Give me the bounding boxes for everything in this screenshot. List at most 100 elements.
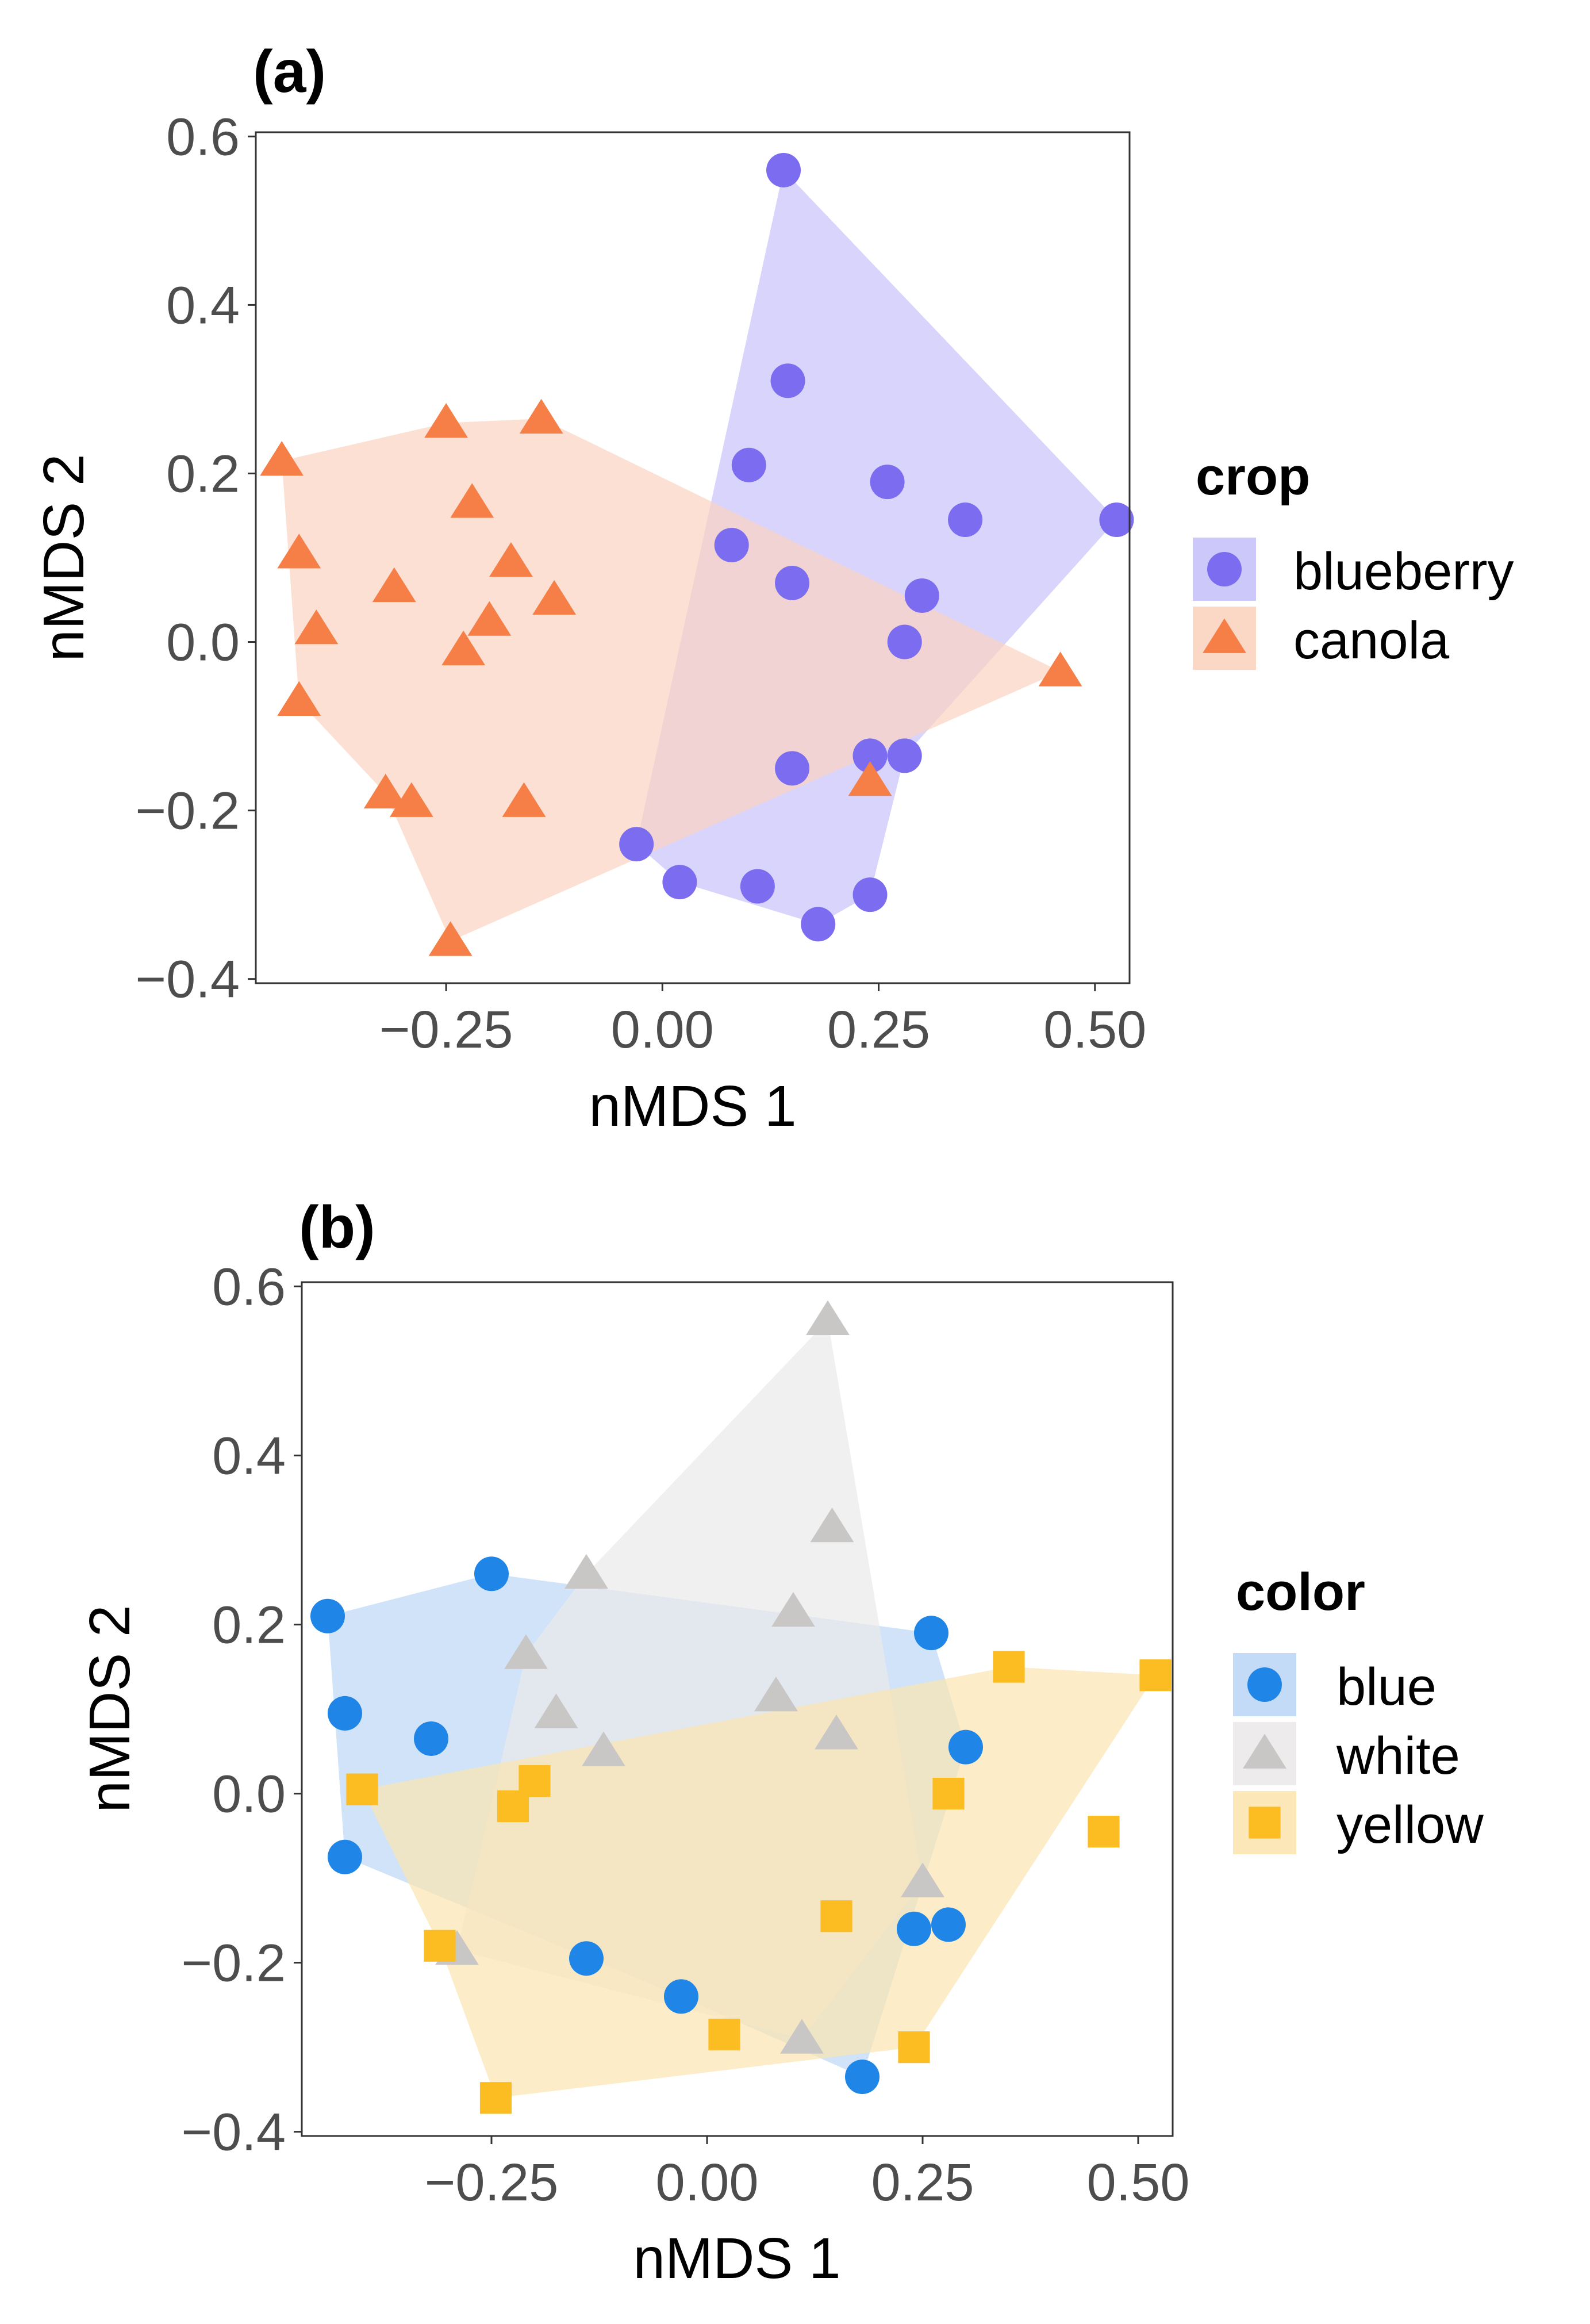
point-yellow — [479, 2082, 512, 2114]
point-blueberry — [766, 152, 801, 187]
point-blue — [897, 1911, 931, 1946]
legend-label-white: white — [1336, 1727, 1460, 1785]
point-blueberry — [887, 738, 922, 773]
point-blueberry — [948, 503, 983, 538]
point-blueberry — [662, 865, 697, 900]
point-blueberry — [731, 447, 766, 482]
point-blue — [474, 1556, 509, 1591]
panel-b-label: (b) — [299, 1194, 375, 1261]
point-blueberry — [1099, 503, 1134, 538]
x-tick-label: 0.00 — [655, 2153, 758, 2212]
point-blue — [664, 1979, 698, 2014]
point-white — [582, 1731, 625, 1766]
y-tick-label: −0.2 — [135, 782, 240, 841]
panel-b-legend-title: color — [1236, 1563, 1365, 1621]
point-white — [534, 1693, 578, 1728]
point-canola — [441, 630, 486, 666]
panel-a-y-axis: −0.4 −0.2 0.0 0.2 0.4 0.6 — [135, 108, 256, 1009]
panel-a-legend-title: crop — [1196, 447, 1310, 506]
panel-a-y-axis-title: nMDS 2 — [32, 454, 96, 661]
panel-b-hulls — [328, 1320, 1155, 2098]
legend-label-blueberry: blueberry — [1293, 542, 1514, 601]
point-blue — [948, 1729, 983, 1765]
y-tick-label: −0.4 — [135, 950, 240, 1009]
y-tick-label: 0.4 — [166, 276, 240, 335]
point-blueberry — [770, 363, 805, 398]
point-canola — [277, 681, 321, 716]
point-blueberry — [801, 907, 836, 942]
point-blueberry — [852, 877, 888, 912]
legend-key-white — [1243, 1734, 1286, 1769]
panel-a-plot-border — [255, 131, 1131, 984]
x-tick-label: 0.50 — [1043, 1000, 1146, 1059]
panel-b-plot-border — [301, 1281, 1174, 2137]
x-tick-label: −0.25 — [379, 1000, 513, 1059]
point-blue — [328, 1696, 362, 1731]
panel-b: (b) −0.4 −0.2 0.0 0.2 0.4 0.6 −0.25 0.00 0.25 0.… — [78, 1194, 1484, 2291]
y-tick-label: 0.4 — [212, 1426, 286, 1485]
point-blue — [310, 1598, 345, 1633]
point-white — [806, 1300, 850, 1336]
panel-b-y-axis: −0.4 −0.2 0.0 0.2 0.4 0.6 — [181, 1257, 302, 2162]
point-canola — [467, 601, 512, 636]
point-blueberry — [740, 869, 775, 904]
point-yellow — [932, 1777, 965, 1810]
point-canola — [502, 782, 546, 817]
point-white — [504, 1634, 548, 1669]
panel-a-points — [260, 152, 1134, 956]
point-blue — [914, 1616, 948, 1651]
point-canola — [532, 580, 577, 615]
x-tick-label: 0.00 — [611, 1000, 714, 1059]
point-blueberry — [619, 827, 654, 862]
point-blue — [414, 1721, 448, 1756]
panel-b-legend: color blue white yellow — [1233, 1563, 1484, 1854]
point-canola — [363, 773, 408, 809]
panel-b-x-axis-title: nMDS 1 — [633, 2226, 840, 2291]
legend-label-canola: canola — [1293, 611, 1450, 670]
point-yellow — [820, 1900, 852, 1932]
point-blueberry — [852, 738, 888, 773]
y-tick-label: 0.0 — [212, 1765, 286, 1824]
legend-label-yellow: yellow — [1336, 1796, 1484, 1854]
panel-a-hulls — [282, 170, 1117, 941]
panel-b-x-axis: −0.25 0.00 0.25 0.50 — [425, 2136, 1190, 2212]
point-yellow — [497, 1790, 529, 1823]
point-blueberry — [775, 751, 810, 786]
point-yellow — [898, 2031, 930, 2064]
y-tick-label: 0.2 — [166, 444, 240, 503]
panel-a-x-axis-title: nMDS 1 — [589, 1074, 796, 1138]
point-yellow — [424, 1930, 456, 1962]
point-white — [771, 1591, 815, 1627]
point-blue — [845, 2060, 880, 2095]
legend-key-blueberry — [1207, 552, 1242, 586]
point-canola — [1038, 651, 1082, 687]
point-white — [901, 1862, 944, 1897]
point-canola — [260, 440, 304, 476]
legend-key-blue — [1247, 1667, 1282, 1702]
y-tick-label: −0.4 — [181, 2103, 286, 2162]
legend-label-blue: blue — [1336, 1658, 1437, 1716]
panel-a-legend: crop blueberry canola — [1193, 447, 1514, 670]
legend-key-yellow — [1249, 1807, 1281, 1839]
panel-a: (a) −0.4 −0.2 0.0 0.2 0.4 0.6 −0.25 0.00 0.25 0.… — [32, 39, 1514, 1138]
point-blue — [569, 1941, 604, 1976]
point-yellow — [993, 1651, 1025, 1683]
point-blueberry — [870, 465, 905, 500]
y-tick-label: 0.0 — [166, 613, 240, 672]
panel-a-label: (a) — [253, 39, 326, 105]
x-tick-label: 0.50 — [1086, 2153, 1189, 2212]
point-yellow — [1088, 1816, 1120, 1848]
point-blueberry — [714, 528, 749, 563]
point-canola — [428, 921, 473, 956]
x-tick-label: 0.25 — [827, 1000, 930, 1059]
point-canola — [277, 534, 321, 569]
point-yellow — [346, 1773, 378, 1805]
point-yellow — [1139, 1659, 1172, 1692]
x-tick-label: 0.25 — [871, 2153, 974, 2212]
x-tick-label: −0.25 — [425, 2153, 559, 2212]
panel-a-legend-keys — [1193, 538, 1256, 670]
point-canola — [294, 609, 339, 645]
point-canola — [848, 761, 892, 796]
point-canola — [372, 567, 416, 603]
